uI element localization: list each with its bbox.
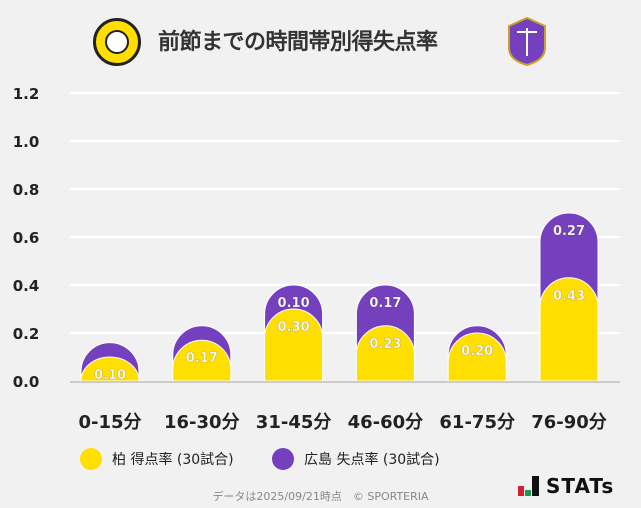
y-tick-label: 1.0	[13, 133, 40, 151]
y-tick-label: 0.4	[13, 277, 40, 295]
hiroshima-logo	[508, 16, 546, 66]
data-label: 0.10	[278, 296, 310, 311]
stats-bars-icon	[518, 476, 539, 496]
kashiwa-logo	[93, 18, 141, 66]
x-tick-label: 16-30分	[164, 412, 240, 433]
y-tick-label: 0.0	[13, 373, 40, 391]
bar-kashiwa	[355, 325, 415, 382]
bar-kashiwa	[80, 356, 140, 382]
chart-title: 前節までの時間帯別得失点率	[158, 30, 438, 55]
bar-kashiwa	[539, 277, 599, 382]
data-label: 0.43	[553, 289, 585, 304]
legend-label: 広島 失点率 (30試合)	[304, 452, 440, 468]
data-label: 0.30	[278, 320, 310, 335]
x-tick-label: 61-75分	[439, 412, 515, 433]
bar-kashiwa	[264, 308, 324, 382]
data-label: 0.17	[186, 351, 218, 366]
x-tick-label: 31-45分	[256, 412, 332, 433]
legend-dot-purple	[272, 448, 294, 470]
legend-item-hiroshima: 広島 失点率 (30試合)	[272, 448, 440, 470]
data-label: 0.20	[461, 344, 493, 359]
data-label: 0.10	[94, 368, 126, 383]
legend-label: 柏 得点率 (30試合)	[112, 452, 234, 468]
bar-kashiwa	[447, 332, 507, 382]
y-tick-label: 0.2	[13, 325, 40, 343]
x-tick-label: 46-60分	[348, 412, 424, 433]
bar-chart: 0.0 0.2 0.4 0.6 0.8 1.0 1.2 0.10 0-15分 0.17 16-30分…	[13, 85, 620, 433]
data-label: 0.17	[369, 296, 401, 311]
x-tick-label: 0-15分	[78, 412, 141, 433]
credit-text: データは2025/09/21時点 © SPORTERIA	[212, 490, 429, 503]
stats-logo: STATs	[518, 476, 614, 496]
legend-dot-yellow	[80, 448, 102, 470]
y-tick-label: 0.8	[13, 181, 40, 199]
legend-item-kashiwa: 柏 得点率 (30試合)	[80, 448, 234, 470]
data-label: 0.27	[553, 224, 585, 239]
y-tick-label: 1.2	[13, 85, 40, 103]
x-tick-label: 76-90分	[531, 412, 607, 433]
bar-kashiwa	[172, 339, 232, 382]
y-tick-label: 0.6	[13, 229, 40, 247]
data-label: 0.23	[369, 337, 401, 352]
